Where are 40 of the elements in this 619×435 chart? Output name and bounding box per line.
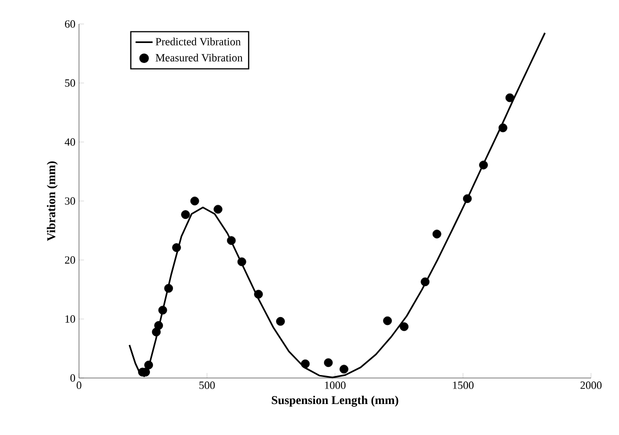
point bbox=[420, 277, 430, 286]
y-tick-label: 10 bbox=[65, 315, 76, 323]
point bbox=[158, 306, 168, 315]
point bbox=[432, 230, 442, 238]
point bbox=[276, 316, 285, 326]
x-tick-label: 2000 bbox=[580, 382, 602, 389]
point bbox=[214, 204, 222, 214]
point bbox=[181, 210, 190, 219]
point bbox=[505, 93, 514, 102]
point bbox=[152, 328, 161, 336]
y-tick-label: 0 bbox=[70, 374, 76, 382]
y-tick-label: 60 bbox=[64, 20, 76, 28]
point bbox=[300, 359, 310, 368]
point bbox=[479, 160, 488, 170]
point bbox=[190, 196, 200, 206]
legend-label: Measured Vibration bbox=[156, 54, 243, 62]
y-axis-title: Vibration (mm) bbox=[46, 161, 58, 241]
point bbox=[462, 194, 472, 204]
x-tick-label: 1000 bbox=[325, 382, 346, 389]
x-axis-title: Suspension Length (mm) bbox=[272, 396, 398, 407]
y-tick-label: 30 bbox=[65, 197, 76, 205]
point bbox=[237, 257, 246, 266]
point bbox=[164, 284, 173, 293]
x-tick-label: 500 bbox=[199, 382, 215, 389]
point bbox=[498, 123, 508, 132]
x-tick-label: 0 bbox=[76, 382, 82, 389]
y-tick-label: 50 bbox=[65, 79, 76, 87]
x-tick-label: 1500 bbox=[453, 382, 474, 389]
y-tick-label: 20 bbox=[65, 256, 76, 264]
point bbox=[324, 358, 333, 368]
y-tick-label: 40 bbox=[64, 138, 76, 146]
point bbox=[226, 236, 236, 245]
point bbox=[340, 364, 348, 374]
point bbox=[154, 321, 163, 330]
point bbox=[144, 360, 154, 370]
point bbox=[400, 322, 409, 332]
point bbox=[254, 290, 263, 299]
legend-label: Predicted Vibration bbox=[156, 38, 241, 46]
point bbox=[383, 316, 392, 326]
point bbox=[172, 243, 181, 252]
